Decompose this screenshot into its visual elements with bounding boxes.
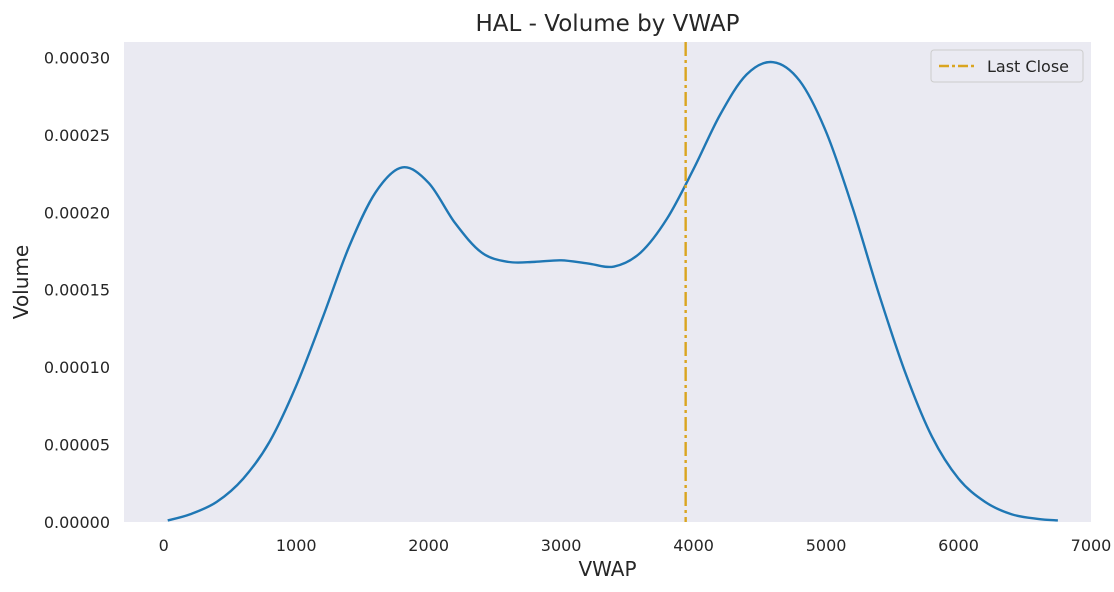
y-tick-label: 0.00000 [44, 513, 110, 532]
x-tick-label: 3000 [541, 536, 582, 555]
x-tick-label: 2000 [408, 536, 449, 555]
legend: Last Close [930, 49, 1084, 83]
x-tick-label: 0 [159, 536, 169, 555]
y-tick-label: 0.00020 [44, 203, 110, 222]
y-tick-label: 0.00005 [44, 436, 110, 455]
x-tick-label: 7000 [1071, 536, 1112, 555]
legend-label-last-close: Last Close [987, 57, 1069, 76]
y-tick-label: 0.00030 [44, 48, 110, 67]
x-tick-label: 5000 [806, 536, 847, 555]
x-tick-label: 1000 [276, 536, 317, 555]
x-axis-label: VWAP [578, 557, 636, 581]
legend-box [930, 49, 1084, 83]
plot-background [124, 42, 1091, 522]
y-axis-label: Volume [9, 245, 33, 319]
density-series-line [167, 60, 1058, 522]
y-axis: 0.00000 0.00005 0.00010 0.00015 0.00020 0.000… [44, 48, 110, 532]
y-tick-label: 0.00015 [44, 281, 110, 300]
y-tick-label: 0.00010 [44, 358, 110, 377]
x-tick-label: 6000 [938, 536, 979, 555]
chart-title: HAL - Volume by VWAP [476, 11, 740, 37]
x-axis: 0 1000 2000 3000 4000 5000 6000 7000 [159, 536, 1112, 555]
y-tick-label: 0.00025 [44, 126, 110, 145]
x-tick-label: 4000 [673, 536, 714, 555]
